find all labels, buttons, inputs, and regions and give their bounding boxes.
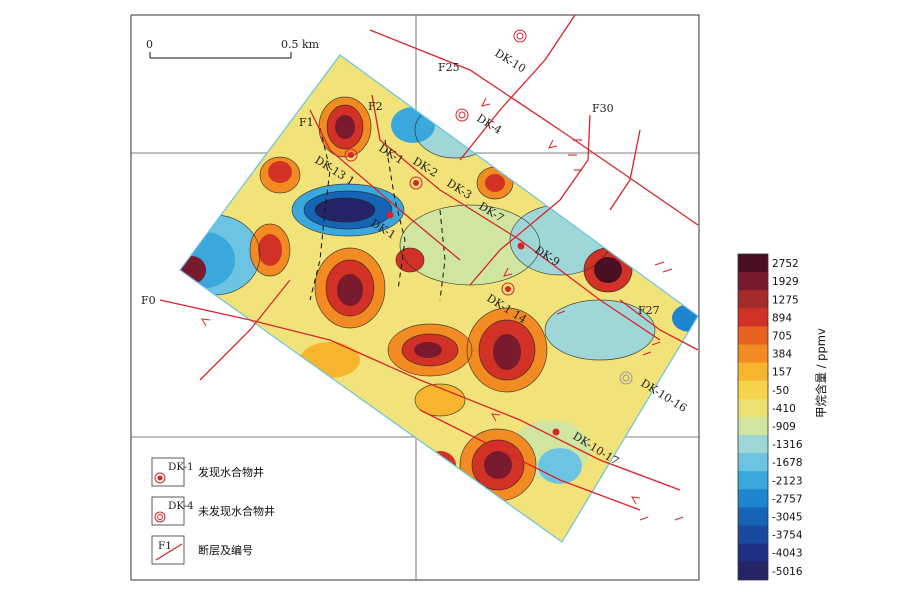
colorbar-swatch	[738, 308, 768, 327]
fault-f2	[371, 94, 661, 341]
well-marker-dk14[interactable]	[501, 282, 515, 296]
colorbar-swatch	[738, 326, 768, 345]
legend-fault-label: F1	[158, 540, 172, 552]
fault-label-f0: F0	[141, 294, 156, 307]
legend-notfound-label: DK-4	[168, 500, 194, 512]
colorbar-tick-label: 2752	[772, 258, 799, 270]
fault-f30	[469, 114, 591, 286]
colorbar-swatch	[738, 290, 768, 309]
colorbar-tick-label: -50	[772, 385, 789, 397]
well-marker-dk13[interactable]	[344, 148, 358, 162]
colorbar-swatch	[738, 507, 768, 526]
fault-f30b	[609, 129, 641, 211]
fault-f1	[309, 109, 461, 261]
colorbar-tick-label: 894	[772, 312, 792, 324]
fault-label-f30: F30	[592, 102, 614, 115]
fault-ne	[459, 14, 576, 161]
colorbar-tick-label: -1678	[772, 457, 803, 469]
well-marker-dk17[interactable]	[552, 428, 560, 436]
colorbar-tick-label: 157	[772, 367, 792, 379]
colorbar-tick-label: 1275	[772, 294, 799, 306]
legend-notfound-symbol: DK-4	[151, 496, 194, 526]
colorbar-swatch	[738, 543, 768, 563]
colorbar-swatch	[738, 416, 768, 436]
scale-start-label: 0	[146, 38, 153, 51]
fault-label-f27: F27	[638, 304, 660, 317]
legend-found-label: DK-1	[168, 461, 194, 473]
fault-label-f2: F2	[368, 100, 383, 113]
well-marker-dk9[interactable]	[517, 242, 525, 250]
colorbar-swatch	[738, 254, 768, 273]
colorbar-tick-label: 1929	[772, 276, 799, 288]
colorbar-swatch	[738, 344, 768, 364]
fault-sw	[199, 279, 291, 381]
fault-arrows	[201, 97, 641, 505]
fault-f25	[369, 29, 699, 226]
colorbar-swatch	[738, 362, 768, 382]
legend-fault-symbol: F1	[151, 535, 185, 565]
legend: DK-1 发现水合物井 DK-4 未发现水合物井 F1 断层及编号	[132, 438, 316, 579]
fault-south	[419, 409, 641, 511]
colorbar-tick-label: -410	[772, 403, 796, 415]
well-marker-dk4[interactable]	[455, 108, 469, 122]
colorbar-swatch	[738, 272, 768, 291]
legend-found-text: 发现水合物井	[198, 465, 264, 479]
fault-f0	[159, 299, 681, 491]
colorbar-tick-label: -909	[772, 421, 796, 433]
legend-notfound-text: 未发现水合物井	[198, 504, 275, 518]
colorbar-tick-label: 705	[772, 330, 792, 342]
colorbar-swatch	[738, 471, 768, 490]
fault-lines	[159, 14, 699, 511]
colorbar-swatch	[738, 435, 768, 454]
colorbar-tick-label: 384	[772, 349, 792, 361]
survey-boundary	[179, 54, 699, 543]
scale-bar: 0 0.5 km	[146, 38, 320, 59]
colorbar-tick-label: -4043	[772, 548, 803, 560]
colorbar-tick-label: -1316	[772, 439, 803, 451]
legend-found-symbol: DK-1	[151, 457, 194, 487]
fault-f27	[619, 299, 699, 351]
contour-field	[180, 55, 698, 542]
fault-label-f1: F1	[299, 116, 314, 129]
colorbar-swatch	[738, 398, 768, 418]
colorbar-tick-label: -2757	[772, 493, 803, 505]
colorbar-tick-label: -5016	[772, 566, 803, 578]
well-marker-dk11[interactable]	[386, 211, 394, 219]
inferred-faults	[309, 127, 446, 301]
well-marker-dk10[interactable]	[513, 29, 527, 43]
colorbar-tick-label: -3045	[772, 511, 803, 523]
scale-end-label: 0.5 km	[281, 38, 320, 51]
well-marker-dk16[interactable]	[619, 371, 633, 385]
colorbar-border	[737, 253, 769, 581]
legend-fault-text: 断层及编号	[198, 543, 253, 557]
colorbar: 2752 1929 1275 894 705 384 157 -50 -410 -909 -1316…	[737, 253, 803, 581]
colorbar-swatch	[738, 489, 768, 508]
colorbar-swatch	[738, 380, 768, 400]
colorbar-swatch	[738, 525, 768, 545]
colorbar-tick-label: -3754	[772, 530, 803, 542]
colorbar-tick-label: -2123	[772, 475, 803, 487]
well-marker-dk12[interactable]	[409, 176, 423, 190]
colorbar-swatch	[738, 453, 768, 472]
fault-label-f25: F25	[438, 61, 460, 74]
fault-ticks	[556, 139, 684, 521]
colorbar-title: 甲烷含量 / ppmv	[814, 328, 828, 418]
colorbar-swatch	[738, 561, 768, 581]
